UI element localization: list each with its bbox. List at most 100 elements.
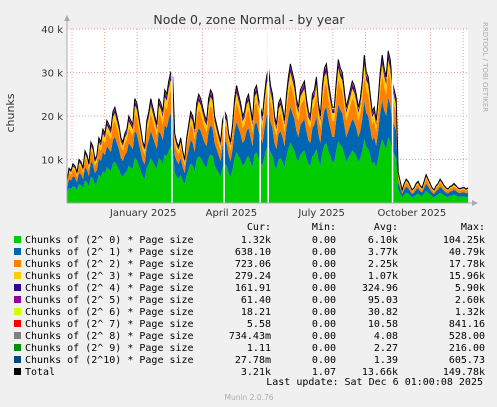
legend-value-avg: 1.07k xyxy=(368,271,398,282)
legend-series-name: Total xyxy=(25,367,55,378)
legend-value-cur: 638.10 xyxy=(235,247,271,258)
legend-value-cur: 1.32k xyxy=(241,235,271,246)
legend-value-avg: 30.82 xyxy=(368,307,398,318)
series-area xyxy=(67,72,468,194)
legend-value-min: 0.00 xyxy=(312,235,336,246)
legend-value-max: 841.16 xyxy=(449,319,485,330)
legend-series-name: Chunks of (2^ 9) * Page size xyxy=(25,343,194,354)
legend-value-min: 1.07 xyxy=(312,367,336,378)
axes: 10 k 20 k 30 k 40 k January 2025 April 2025 Ju… xyxy=(41,15,478,219)
legend-swatch xyxy=(14,296,21,303)
legend-value-min: 0.00 xyxy=(312,247,336,258)
footer: Munin 2.0.76 xyxy=(224,393,273,402)
legend-swatch xyxy=(14,344,21,351)
legend-value-cur: 5.58 xyxy=(247,319,271,330)
legend-series-name: Chunks of (2^ 6) * Page size xyxy=(25,307,194,318)
legend-swatch xyxy=(14,248,21,255)
y-tick-label: 40 k xyxy=(41,25,63,36)
data-gap xyxy=(171,29,173,203)
last-update: Last update: Sat Dec 6 01:00:08 2025 xyxy=(266,377,483,388)
legend-value-cur: 18.21 xyxy=(241,307,271,318)
legend-swatch xyxy=(14,368,21,375)
legend-value-cur: 161.91 xyxy=(235,283,271,294)
legend-series-name: Chunks of (2^ 2) * Page size xyxy=(25,259,194,270)
legend-swatch xyxy=(14,332,21,339)
x-tick-label: April 2025 xyxy=(206,208,257,219)
legend-swatch xyxy=(14,308,21,315)
legend-value-max: 17.78k xyxy=(449,259,485,270)
legend-value-avg: 3.77k xyxy=(368,247,398,258)
legend-value-max: 104.25k xyxy=(443,235,485,246)
series-area xyxy=(67,55,468,191)
legend-series-name: Chunks of (2^ 7) * Page size xyxy=(25,319,194,330)
legend-value-avg: 10.58 xyxy=(368,319,398,330)
legend-value-cur: 734.43m xyxy=(229,331,271,342)
y-tick-label: 10 k xyxy=(41,156,63,167)
legend-value-avg: 2.25k xyxy=(368,259,398,270)
legend-series-name: Chunks of (2^ 4) * Page size xyxy=(25,283,194,294)
y-axis-arrow xyxy=(64,15,70,21)
legend-header-avg: Avg: xyxy=(374,222,398,233)
legend-value-max: 149.78k xyxy=(443,367,485,378)
legend-swatch xyxy=(14,260,21,267)
legend-value-avg: 4.08 xyxy=(374,331,398,342)
legend-value-max: 40.79k xyxy=(449,247,485,258)
series-area xyxy=(67,59,468,192)
legend-value-avg: 6.10k xyxy=(368,235,398,246)
legend-value-min: 0.00 xyxy=(312,271,336,282)
legend-value-avg: 95.03 xyxy=(368,295,398,306)
legend-value-cur: 279.24 xyxy=(235,271,271,282)
legend-value-cur: 723.06 xyxy=(235,259,271,270)
data-gap xyxy=(267,29,269,203)
legend-value-cur: 3.21k xyxy=(241,367,271,378)
legend-value-min: 0.00 xyxy=(312,319,336,330)
legend-swatch xyxy=(14,272,21,279)
legend-header-max: Max: xyxy=(461,222,485,233)
legend-value-avg: 2.27 xyxy=(374,343,398,354)
legend-value-min: 0.00 xyxy=(312,295,336,306)
legend-value-max: 15.96k xyxy=(449,271,485,282)
data-gap xyxy=(223,29,225,203)
legend-value-min: 0.00 xyxy=(312,259,336,270)
chart-title: Node 0, zone Normal - by year xyxy=(153,12,345,27)
legend-swatch xyxy=(14,320,21,327)
legend-series-name: Chunks of (2^ 3) * Page size xyxy=(25,271,194,282)
legend-value-avg: 1.39 xyxy=(374,355,398,366)
x-tick-label: July 2025 xyxy=(297,208,345,219)
y-axis-label: chunks xyxy=(4,93,17,132)
x-axis-arrow xyxy=(472,200,478,206)
legend: Cur: Min: Avg: Max: Chunks of (2^ 0) * Page … xyxy=(14,222,485,378)
legend-value-max: 2.60k xyxy=(455,295,485,306)
legend-series-name: Chunks of (2^ 8) * Page size xyxy=(25,331,194,342)
legend-swatch xyxy=(14,284,21,291)
y-tick-label: 20 k xyxy=(41,112,63,123)
legend-swatch xyxy=(14,236,21,243)
series-area xyxy=(67,97,468,198)
legend-value-cur: 27.78m xyxy=(235,355,271,366)
legend-value-max: 605.73 xyxy=(449,355,485,366)
legend-series-name: Chunks of (2^ 0) * Page size xyxy=(25,235,194,246)
legend-series-name: Chunks of (2^ 5) * Page size xyxy=(25,295,194,306)
legend-series-name: Chunks of (2^10) * Page size xyxy=(25,355,194,366)
legend-value-min: 0.00 xyxy=(312,331,336,342)
legend-value-min: 0.00 xyxy=(312,343,336,354)
legend-value-min: 0.00 xyxy=(312,283,336,294)
legend-series-name: Chunks of (2^ 1) * Page size xyxy=(25,247,194,258)
legend-value-avg: 13.66k xyxy=(362,367,398,378)
legend-value-max: 5.90k xyxy=(455,283,485,294)
legend-value-min: 0.00 xyxy=(312,307,336,318)
legend-value-cur: 1.11 xyxy=(247,343,271,354)
legend-value-max: 216.00 xyxy=(449,343,485,354)
legend-header-min: Min: xyxy=(312,222,336,233)
legend-swatch xyxy=(14,356,21,363)
data-gap xyxy=(391,29,394,203)
legend-value-max: 528.00 xyxy=(449,331,485,342)
stacked-areas xyxy=(66,29,469,203)
data-gap xyxy=(259,29,261,203)
legend-value-avg: 324.96 xyxy=(362,283,398,294)
side-label: RRDTOOL / TOBI OETIKER xyxy=(481,22,489,112)
x-tick-label: January 2025 xyxy=(109,208,177,219)
legend-value-max: 1.32k xyxy=(455,307,485,318)
x-tick-label: October 2025 xyxy=(378,208,447,219)
